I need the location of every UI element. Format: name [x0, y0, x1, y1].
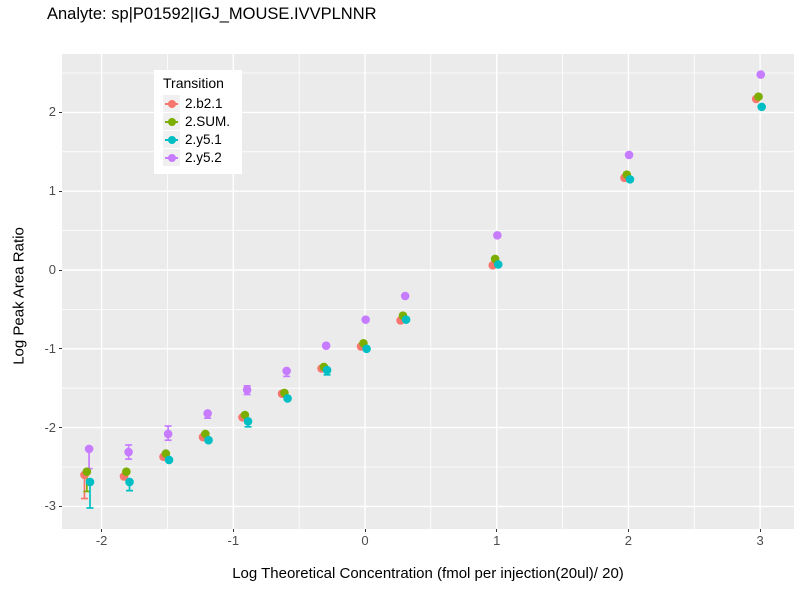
data-point	[163, 429, 173, 439]
legend-items: 2.b2.1 2.SUM. 2.y5.1 2.y5.2	[163, 95, 230, 166]
x-tick-label: -2	[95, 533, 108, 548]
data-point	[203, 409, 212, 418]
y-tick-label: 2	[48, 104, 56, 120]
x-tick-mark	[364, 529, 366, 532]
y-tick-mark	[59, 348, 62, 350]
x-tick-label: 3	[756, 533, 764, 548]
data-point	[756, 70, 766, 79]
legend-title: Transition	[163, 75, 224, 91]
data-point	[204, 435, 213, 445]
data-point	[754, 92, 763, 101]
data-point	[493, 260, 503, 269]
legend-key-pointrange-icon	[163, 113, 180, 130]
y-tick-mark	[59, 111, 62, 113]
plot-title: Analyte: sp|P01592|IGJ_MOUSE.IVVPLNNR	[47, 5, 377, 23]
data-point	[624, 150, 634, 160]
y-tick-label: 1	[48, 183, 56, 199]
legend-item-label: 2.SUM.	[185, 114, 231, 129]
legend-key-dot	[167, 135, 176, 144]
y-tick-label: 0	[48, 262, 56, 277]
legend-item: 2.y5.2	[163, 149, 230, 166]
x-tick-label: 2	[624, 533, 633, 548]
data-point	[82, 467, 92, 477]
y-axis-title: Log Peak Area Ratio	[10, 227, 28, 365]
x-tick-label: 0	[361, 533, 369, 548]
x-tick-label: -1	[227, 533, 240, 548]
data-point	[282, 366, 291, 376]
legend-key-pointrange-icon	[163, 131, 180, 148]
legend-item: 2.SUM.	[163, 113, 230, 130]
data-point	[242, 385, 252, 395]
data-point	[401, 315, 411, 324]
data-point	[164, 455, 174, 465]
data-point	[321, 341, 331, 350]
x-tick-mark	[101, 529, 103, 532]
data-point	[84, 444, 94, 454]
legend: Transition 2.b2.1 2.SUM. 2.y5.1 2.y5.2	[154, 70, 243, 174]
data-point	[757, 102, 766, 112]
data-point	[625, 175, 635, 184]
data-point	[124, 447, 133, 457]
data-point	[283, 394, 292, 403]
legend-key-dot	[167, 117, 176, 126]
legend-key-dot	[167, 153, 176, 162]
y-tick-mark	[59, 427, 62, 429]
legend-item-label: 2.y5.2	[185, 150, 222, 165]
data-point	[493, 231, 502, 240]
y-tick-label: -3	[44, 498, 56, 514]
y-tick-mark	[59, 505, 62, 507]
data-point	[122, 467, 131, 477]
x-axis-title: Log Theoretical Concentration (fmol per …	[232, 565, 624, 582]
data-point	[362, 344, 371, 354]
y-tick-label: -1	[44, 340, 56, 356]
x-tick-label: 1	[493, 533, 501, 548]
legend-item-label: 2.b2.1	[185, 96, 223, 111]
legend-item: 2.b2.1	[163, 95, 230, 112]
y-tick-mark	[59, 269, 62, 271]
data-point	[243, 416, 253, 426]
data-point	[322, 365, 332, 375]
legend-key-dot	[167, 99, 176, 108]
legend-item: 2.y5.1	[163, 131, 230, 148]
x-tick-mark	[496, 529, 498, 532]
y-tick-mark	[59, 190, 62, 192]
y-tick-label: -2	[44, 419, 56, 435]
data-point	[361, 315, 370, 324]
data-point	[85, 477, 95, 487]
chart-area	[62, 54, 794, 529]
x-tick-mark	[232, 529, 234, 532]
legend-key-pointrange-icon	[163, 95, 180, 112]
x-tick-mark	[627, 529, 629, 532]
data-point	[400, 291, 410, 301]
data-point	[125, 477, 134, 487]
legend-key-pointrange-icon	[163, 149, 180, 166]
x-tick-mark	[759, 529, 761, 532]
legend-item-label: 2.y5.1	[185, 132, 222, 147]
